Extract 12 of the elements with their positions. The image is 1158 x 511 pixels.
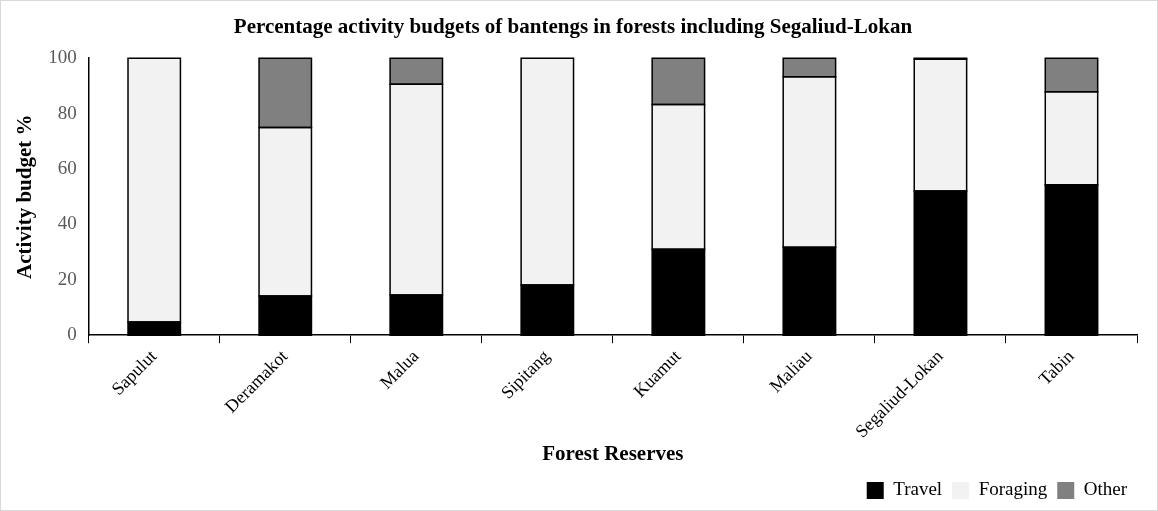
legend-label: Travel [893, 478, 943, 500]
y-tick-label: 40 [57, 212, 77, 234]
y-tick-label: 80 [57, 101, 77, 123]
chart-title: Percentage activity budgets of bantengs in forests including Segaliud-Lokan [233, 14, 913, 39]
y-tick-label: 100 [48, 46, 77, 68]
legend-label: Other [1083, 478, 1128, 500]
legend-label: Foraging [978, 478, 1048, 500]
y-tick-label: 20 [57, 267, 77, 289]
x-axis-title: Forest Reserves [542, 440, 684, 465]
y-tick-label: 60 [57, 157, 77, 178]
y-tick-label: 0 [67, 323, 77, 345]
y-axis-title: Activity budget % [12, 114, 37, 279]
